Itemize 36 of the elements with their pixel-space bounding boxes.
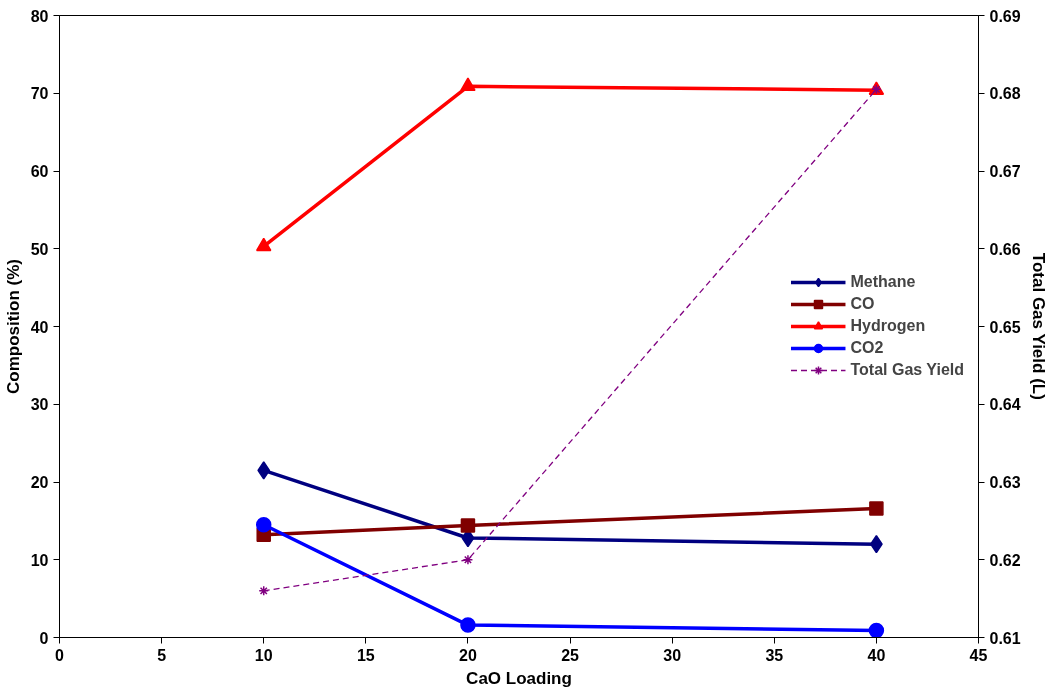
y2-tick-label: 0.69 [989, 7, 1021, 25]
x-tick-label: 5 [157, 646, 167, 664]
x-tick-label: 15 [356, 646, 375, 664]
y-tick-label: 60 [30, 163, 49, 180]
legend-label: Methane [850, 273, 916, 291]
x-tick-label: 0 [55, 646, 65, 664]
y-tick-label: 10 [30, 551, 49, 569]
x-tick-label: 25 [561, 646, 580, 664]
x-tick-label: 20 [459, 646, 477, 664]
y-tick-label: 20 [30, 474, 49, 491]
x-axis-title: CaO Loading [466, 668, 572, 688]
legend-label: Total Gas Yield [850, 361, 964, 379]
legend-label: CO2 [850, 339, 884, 357]
y-tick-label: 80 [30, 7, 49, 25]
y2-tick-label: 0.65 [989, 318, 1021, 336]
y2-tick-label: 0.63 [989, 474, 1021, 491]
legend-label: Hydrogen [850, 317, 926, 335]
y2-tick-label: 0.66 [989, 240, 1021, 258]
y2-tick-label: 0.61 [989, 629, 1021, 647]
x-tick-label: 30 [663, 646, 682, 664]
legend-label: CO [850, 295, 875, 313]
y-tick-label: 40 [30, 318, 49, 336]
y2-tick-label: 0.62 [989, 551, 1021, 569]
x-tick-label: 45 [969, 646, 988, 664]
y-axis-title: Composition (%) [3, 258, 23, 395]
y-tick-label: 70 [30, 85, 49, 103]
y2-axis-title: Total Gas Yield (L) [1028, 252, 1048, 400]
x-tick-label: 40 [867, 646, 886, 664]
x-tick-label: 10 [254, 646, 273, 664]
y2-tick-label: 0.68 [989, 85, 1021, 103]
y-tick-label: 30 [30, 396, 49, 414]
y2-tick-label: 0.67 [989, 163, 1021, 180]
y2-tick-label: 0.64 [989, 396, 1021, 414]
y-tick-label: 0 [39, 629, 49, 647]
x-tick-label: 35 [765, 646, 784, 664]
y-tick-label: 50 [30, 240, 49, 258]
